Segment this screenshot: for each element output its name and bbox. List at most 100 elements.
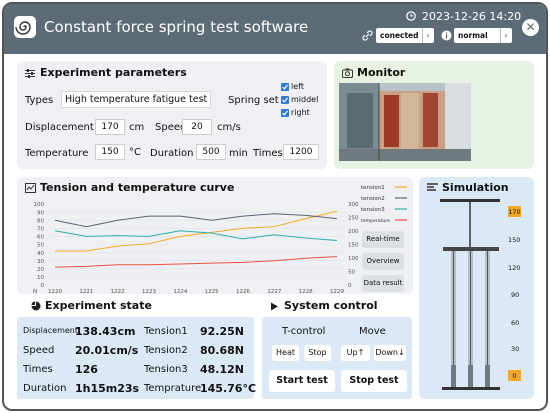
spring-middel-label: middel: [291, 95, 319, 104]
x-tick-label: 1226: [236, 289, 250, 294]
speed-label: Speed: [155, 122, 187, 133]
scale-label: 60: [511, 319, 520, 327]
app-title: Constant force spring test software: [44, 18, 309, 36]
legend-label-temperature: temperature: [361, 218, 390, 224]
system-control-panel: T-control Move Heat Stop Up↑ Down↓ Start…: [262, 317, 412, 399]
mode-select[interactable]: normal ›: [454, 28, 512, 43]
start-test-button[interactable]: Start test: [269, 370, 335, 392]
camera-feed-image: [339, 83, 471, 161]
legend-label-tension2: tension2: [361, 196, 385, 202]
y-tick-label-left: 80: [37, 218, 44, 224]
link-icon: [362, 30, 373, 41]
y-tick-label-left: 20: [37, 267, 44, 273]
x-tick-label: 1223: [142, 289, 156, 294]
close-button[interactable]: ✕: [522, 19, 539, 36]
tension1-state-value: 92.25N: [200, 325, 244, 338]
y-tick-label-left: 10: [37, 275, 44, 281]
x-axis-unit-label: N: [33, 289, 37, 294]
tension2-state-label: Tension2: [144, 345, 188, 356]
types-value: High temperature fatigue test: [65, 94, 208, 105]
y-tick-label-right: 200: [348, 229, 359, 235]
move-label: Move: [359, 326, 386, 337]
simulation-panel: Simulation 170 0 150 120 90 60 30: [419, 177, 534, 399]
scale-label: 150: [508, 236, 521, 244]
temperature-input[interactable]: 150: [95, 144, 125, 160]
duration-input[interactable]: 500: [196, 144, 226, 160]
move-down-button[interactable]: Down↓: [374, 345, 406, 361]
displacement-state-value: 138.43cm: [75, 325, 136, 338]
chart-icon: [25, 183, 36, 193]
close-icon: ✕: [525, 20, 536, 34]
connection-value: conected: [380, 31, 419, 40]
y-tick-label-right: 150: [348, 243, 359, 249]
heat-button[interactable]: Heat: [272, 345, 299, 361]
tension-temperature-chart: 0 10 20 30 40 50 60 70 80 90 100 0 50 100 150 200 250 300…: [33, 185, 407, 294]
camera-icon: [342, 68, 353, 78]
y-tick-label-left: 70: [37, 227, 44, 233]
temperature-state-value: 145.76°C: [200, 382, 257, 395]
experiment-parameters-panel: Experiment parameters Types High tempera…: [17, 61, 327, 169]
x-tick-label: 1229: [330, 289, 344, 294]
overview-button[interactable]: Overview: [362, 253, 404, 270]
times-input[interactable]: 1200: [283, 144, 319, 160]
series-line-tension3: [54, 230, 338, 241]
datetime: 2023-12-26 14:20: [422, 10, 522, 23]
types-label: Types: [25, 95, 54, 106]
displacement-state-label: Displacement: [23, 326, 78, 335]
stop-test-button[interactable]: Stop test: [341, 370, 407, 392]
top-position-value: 170: [508, 208, 521, 216]
panel-title: Experiment parameters: [40, 66, 187, 79]
menu-lines-icon: [427, 183, 438, 191]
x-tick-label: 1228: [299, 289, 313, 294]
data-result-button[interactable]: Data result: [362, 275, 404, 292]
y-tick-label-right: 0: [348, 283, 352, 289]
chevron-down-icon: ⌄: [198, 94, 206, 105]
y-tick-label-left: 50: [37, 243, 44, 249]
duration-state-value: 1h15m23s: [75, 382, 140, 395]
speed-state-value: 20.01cm/s: [75, 344, 139, 357]
x-tick-label: 1224: [173, 289, 187, 294]
connection-select[interactable]: conected ›: [376, 28, 434, 43]
series-line-tension2: [54, 213, 338, 228]
info-icon: [441, 30, 452, 41]
realtime-button[interactable]: Real-time: [362, 231, 404, 248]
stop-heat-button[interactable]: Stop: [304, 345, 331, 361]
tension3-state-label: Tension3: [144, 364, 188, 375]
check-icon: [282, 110, 288, 116]
speed-input[interactable]: 20: [182, 119, 212, 135]
y-tick-label-left: 40: [37, 251, 44, 257]
spring-left-checkbox[interactable]: [281, 83, 289, 91]
pie-icon: [31, 301, 41, 311]
displacement-input[interactable]: 170: [95, 119, 125, 135]
panel-title: Monitor: [357, 66, 406, 79]
x-tick-label: 1220: [48, 289, 62, 294]
spring-simulation-graphic: [440, 199, 521, 390]
temperature-state-label: Temprature: [144, 383, 202, 394]
y-tick-label-left: 0: [41, 283, 45, 289]
chevron-right-icon: ›: [500, 28, 511, 43]
move-up-button[interactable]: Up↑: [341, 345, 370, 361]
scale-label: 90: [511, 291, 520, 299]
types-select[interactable]: High temperature fatigue test ⌄: [61, 91, 211, 108]
x-tick-label: 1222: [111, 289, 125, 294]
displacement-unit: cm: [129, 122, 145, 133]
y-tick-label-left: 100: [34, 202, 45, 208]
mode-value: normal: [458, 31, 488, 40]
tension2-state-value: 80.68N: [200, 344, 244, 357]
clock-icon: [406, 11, 416, 21]
x-tick-label: 1225: [205, 289, 219, 294]
legend-label-tension3: tension3: [361, 207, 385, 213]
temperature-label: Temperature: [25, 148, 89, 159]
spring-middel-checkbox[interactable]: [281, 96, 289, 104]
y-tick-label-right: 100: [348, 256, 359, 262]
panel-title: Experiment state: [45, 299, 152, 312]
legend-label-tension1: tension1: [361, 185, 385, 191]
curve-panel: Tension and temperature curve 0 10 20 30 40 5…: [17, 177, 413, 294]
spring-right-checkbox[interactable]: [281, 109, 289, 117]
camera-feed: [339, 83, 471, 161]
series-line-temperature: [54, 256, 338, 268]
tension3-state-value: 48.12N: [200, 363, 244, 376]
speed-unit: cm/s: [217, 122, 241, 133]
displacement-label: Displacement: [25, 122, 94, 133]
